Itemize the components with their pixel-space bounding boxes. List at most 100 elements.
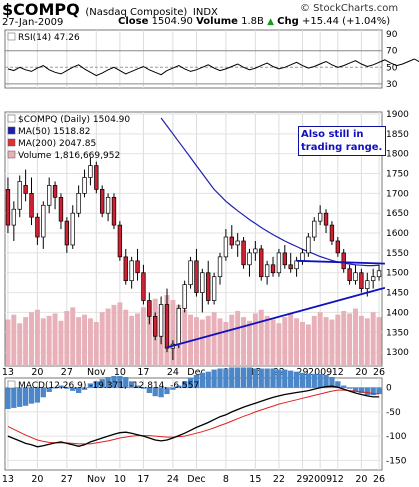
x-axis-tick-label: 20	[355, 367, 367, 378]
candle-body	[376, 270, 382, 278]
x-axis-tick-label: Dec	[187, 367, 205, 378]
stockcharts-logo: © StockCharts.com	[300, 3, 399, 14]
x-axis-tick-label-bottom: 29	[296, 474, 308, 485]
candle-body	[229, 236, 234, 246]
candle-body	[365, 280, 370, 289]
candle-body	[17, 181, 22, 210]
volume-bar	[29, 312, 34, 366]
macd-histogram-bar	[123, 377, 129, 388]
volume-bar	[258, 309, 264, 366]
candle-body	[370, 276, 376, 282]
candle-body	[111, 196, 117, 226]
macd-histogram-bar	[364, 387, 370, 396]
volume-bar	[105, 308, 111, 366]
macd-histogram-bar	[187, 378, 194, 388]
macd-histogram-bar	[235, 367, 241, 388]
candle-body	[282, 252, 287, 266]
volume-bar	[82, 314, 87, 366]
macd-histogram-bar	[105, 377, 111, 388]
candle-body	[294, 260, 299, 270]
candle-body	[359, 272, 364, 289]
macd-histogram-bar	[370, 387, 376, 396]
macd-histogram-bar	[246, 367, 253, 388]
volume-bar	[347, 313, 353, 366]
volume-bar	[23, 317, 29, 366]
candle-body	[158, 304, 164, 337]
candle-body	[23, 185, 28, 194]
candle-body	[241, 240, 246, 266]
macd-histogram-bar	[34, 387, 41, 403]
macd-histogram-bar	[140, 387, 147, 389]
candle-body	[52, 185, 58, 198]
trend-line	[296, 259, 385, 265]
volume-bar	[317, 312, 323, 366]
x-axis-tick-label-bottom: 24	[167, 474, 179, 485]
candle-body	[347, 268, 352, 282]
macd-histogram-bar	[5, 387, 11, 409]
rsi-y-tick-label: 50	[386, 63, 398, 73]
candle-body	[235, 240, 240, 246]
volume-bar	[193, 317, 199, 366]
x-axis-tick-label: 20	[31, 367, 43, 378]
candle-body	[58, 196, 64, 222]
macd-histogram-bar	[193, 374, 200, 388]
macd-histogram-bar	[323, 374, 329, 388]
macd-histogram-bar	[11, 387, 17, 408]
macd-histogram-bar	[128, 381, 135, 388]
close-value: 1504.90	[151, 16, 193, 27]
symbol-title: $COMPQ	[2, 0, 80, 19]
volume-bar	[70, 307, 76, 366]
macd-histogram-bar	[205, 371, 211, 388]
macd-histogram-bar	[341, 385, 347, 388]
macd-histogram-bar	[288, 370, 294, 388]
volume-bar	[199, 319, 205, 366]
candle-body	[253, 248, 258, 254]
price-y-tick-label: 1600	[386, 229, 409, 239]
trend-line	[166, 286, 386, 349]
x-axis-tick-label: 12	[332, 367, 344, 378]
candle-body	[264, 264, 270, 278]
macd-histogram-bar	[99, 379, 105, 388]
candle-body	[47, 185, 52, 206]
volume-bar	[111, 304, 117, 366]
volume-bar	[246, 320, 252, 366]
macd-histogram-bar	[358, 387, 365, 394]
ma200-legend-label: MA(200) 2047.85	[18, 139, 96, 149]
volume-bar	[17, 323, 23, 366]
price-y-tick-label: 1400	[386, 308, 409, 318]
macd-histogram-bar	[270, 368, 276, 388]
exchange-name: (Nasdaq Composite)	[85, 7, 188, 18]
macd-histogram-bar	[335, 381, 341, 388]
candle-body	[335, 240, 340, 254]
rsi-y-tick-label: 70	[386, 47, 398, 57]
candle-body	[306, 236, 311, 254]
macd-histogram-bar	[252, 368, 259, 388]
price-y-tick-label: 1700	[386, 189, 409, 199]
volume-bar	[46, 315, 52, 366]
macd-legend-label: MACD(12,26,9) -19.371, -12.814, -6.557	[18, 381, 199, 391]
x-axis-tick-label-bottom: 22	[273, 474, 285, 485]
volume-bar	[252, 313, 258, 366]
price-y-tick-label: 1900	[386, 110, 409, 120]
candle-body	[312, 220, 317, 238]
volume-bar	[52, 313, 58, 366]
volume-bar	[123, 309, 129, 366]
macd-histogram-bar	[93, 381, 99, 388]
macd-histogram-bar	[75, 387, 82, 394]
candle-body	[11, 208, 17, 226]
macd-histogram-bar	[152, 387, 158, 397]
candle-body	[194, 260, 199, 293]
price-y-tick-label: 1650	[386, 209, 409, 219]
price-legend-label-swatch	[7, 114, 16, 123]
close-label: Close	[118, 16, 149, 27]
volume-bar	[117, 302, 123, 366]
volume-bar	[129, 315, 135, 366]
candle-body	[82, 177, 87, 194]
macd-histogram-bar	[17, 387, 23, 407]
x-axis-tick-label: 29	[296, 367, 308, 378]
macd-histogram-bar	[293, 371, 300, 388]
volume-bar	[217, 318, 223, 366]
x-axis-tick-label-bottom: 26	[373, 474, 385, 485]
volume-bar	[11, 314, 17, 366]
